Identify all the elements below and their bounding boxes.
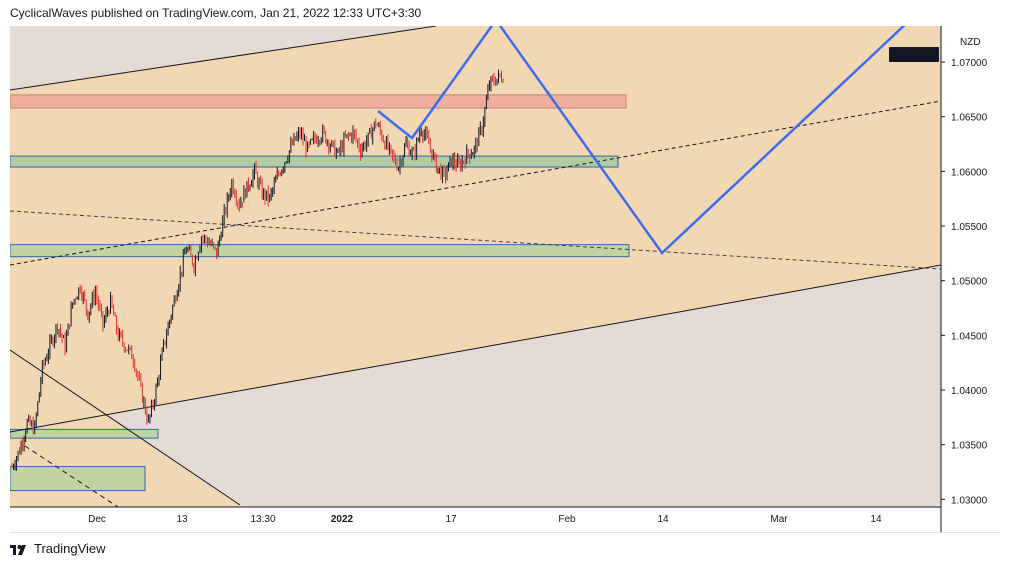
y-tick-label-7: 1.03500 [951, 441, 988, 452]
bottom-border [10, 532, 1000, 533]
channel-upper-line[interactable] [10, 26, 437, 91]
y-tick-label-2: 1.06000 [951, 167, 988, 178]
x-tick-label-2: 13:30 [250, 514, 275, 525]
footer-brand-text: TradingView [34, 541, 106, 556]
channel-fill [10, 26, 941, 432]
zone-support-1[interactable] [10, 155, 619, 168]
y-tick-label-4: 1.05000 [951, 277, 988, 288]
y-tick-label-8: 1.03000 [951, 495, 988, 506]
x-tick-label-8: 14 [870, 514, 882, 525]
y-tick-label-5: 1.04500 [951, 331, 988, 342]
symbol-label: AUDNZD [893, 50, 935, 61]
y-tick-label-1: 1.06500 [951, 113, 988, 124]
zone-support-2[interactable] [10, 244, 630, 258]
zone-resistance-0[interactable] [10, 94, 627, 109]
x-tick-label-5: Feb [558, 514, 576, 525]
x-tick-label-6: 14 [657, 514, 669, 525]
publish-info: CyclicalWaves published on TradingView.c… [10, 6, 422, 20]
x-tick-label-3: 2022 [331, 514, 354, 525]
footer-branding: TradingView [10, 541, 106, 556]
midline-dashed[interactable] [10, 100, 941, 266]
x-tick-label-1: 13 [176, 514, 188, 525]
y-tick-label-3: 1.05500 [951, 222, 988, 233]
lower-dashed[interactable] [24, 445, 119, 507]
symbol-badge[interactable] [889, 47, 939, 62]
x-tick-label-7: Mar [770, 514, 788, 525]
channel-lower-line[interactable] [10, 264, 941, 433]
zone-support-4[interactable] [10, 466, 146, 492]
x-tick-label-0: Dec [88, 514, 106, 525]
y-tick-label-6: 1.04000 [951, 386, 988, 397]
forecast-path[interactable] [377, 20, 910, 255]
currency-label: NZD [960, 37, 981, 48]
tradingview-logo-icon [10, 544, 26, 555]
zone-support-3[interactable] [10, 428, 159, 439]
wedge-line[interactable] [10, 349, 241, 506]
y-tick-label-0: 1.07000 [951, 58, 988, 69]
x-tick-label-4: 17 [445, 514, 457, 525]
horizontal-dashed[interactable] [10, 210, 941, 270]
